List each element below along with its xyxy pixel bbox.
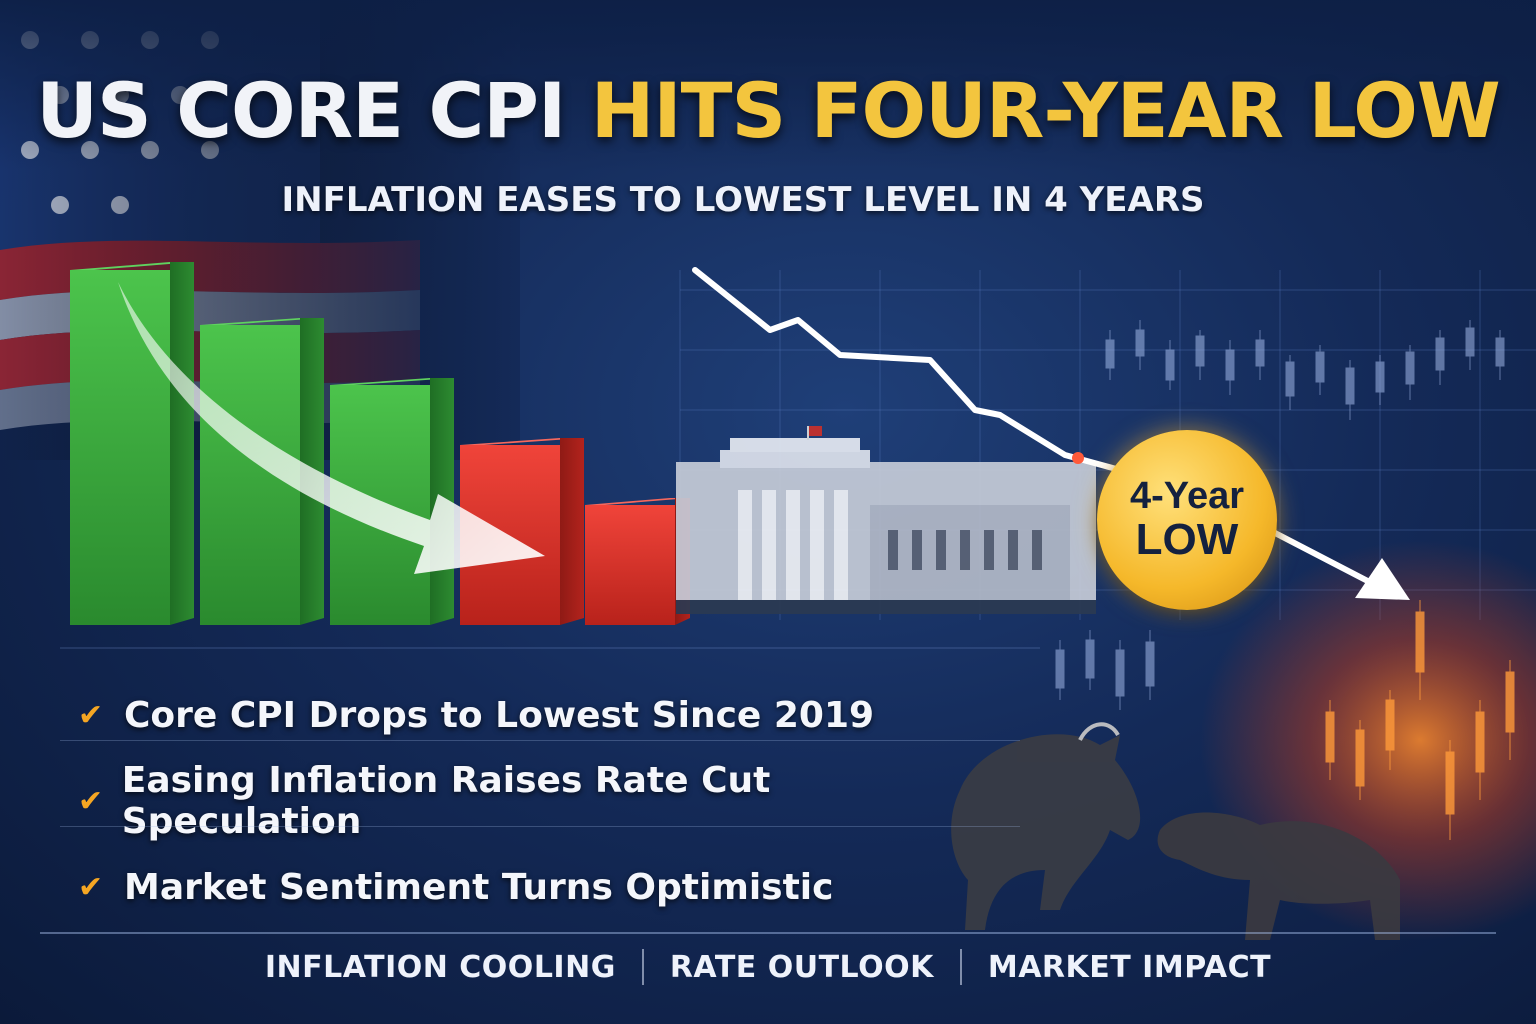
bullet-list: ✔ Core CPI Drops to Lowest Since 2019 ✔ … xyxy=(78,672,978,930)
subheadline: INFLATION EASES TO LOWEST LEVEL IN 4 YEA… xyxy=(281,180,1205,220)
page-title: US CORE CPI HITS FOUR-YEAR LOW xyxy=(0,66,1536,155)
list-item: ✔ Market Sentiment Turns Optimistic xyxy=(78,844,978,930)
list-item: ✔ Core CPI Drops to Lowest Since 2019 xyxy=(78,672,978,758)
footer-rule xyxy=(40,932,1496,934)
list-item: ✔ Easing Inflation Raises Rate Cut Specu… xyxy=(78,758,978,844)
bear-icon xyxy=(1157,812,1400,940)
check-icon: ✔ xyxy=(78,869,104,905)
bullet-text: Market Sentiment Turns Optimistic xyxy=(124,866,834,908)
footer-item-market-impact: MARKET IMPACT xyxy=(987,949,1272,985)
federal-reserve-building-icon xyxy=(676,426,1096,614)
badge-line1: 4-Year xyxy=(1129,474,1245,517)
footer-divider xyxy=(641,949,644,985)
divider xyxy=(60,740,1020,741)
check-icon: ✔ xyxy=(78,783,104,819)
four-year-low-badge: 4-Year LOW xyxy=(1097,430,1277,610)
headline-part1: US CORE CPI xyxy=(36,66,566,155)
badge-line2: LOW xyxy=(1135,514,1239,564)
down-arrow-icon xyxy=(118,282,545,574)
footer-item-rate-outlook: RATE OUTLOOK xyxy=(669,949,934,985)
headline-part2: HITS FOUR-YEAR LOW xyxy=(590,66,1501,155)
bullet-text: Core CPI Drops to Lowest Since 2019 xyxy=(124,694,875,736)
footer-bar: INFLATION COOLING RATE OUTLOOK MARKET IM… xyxy=(0,936,1536,998)
bull-icon xyxy=(951,722,1141,930)
divider xyxy=(60,826,1020,827)
candlestick-chart-icon xyxy=(1055,320,1505,710)
footer-item-inflation-cooling: INFLATION COOLING xyxy=(264,949,616,985)
footer-divider xyxy=(959,949,962,985)
bullet-text: Easing Inflation Raises Rate Cut Specula… xyxy=(121,760,771,842)
check-icon: ✔ xyxy=(78,697,104,733)
